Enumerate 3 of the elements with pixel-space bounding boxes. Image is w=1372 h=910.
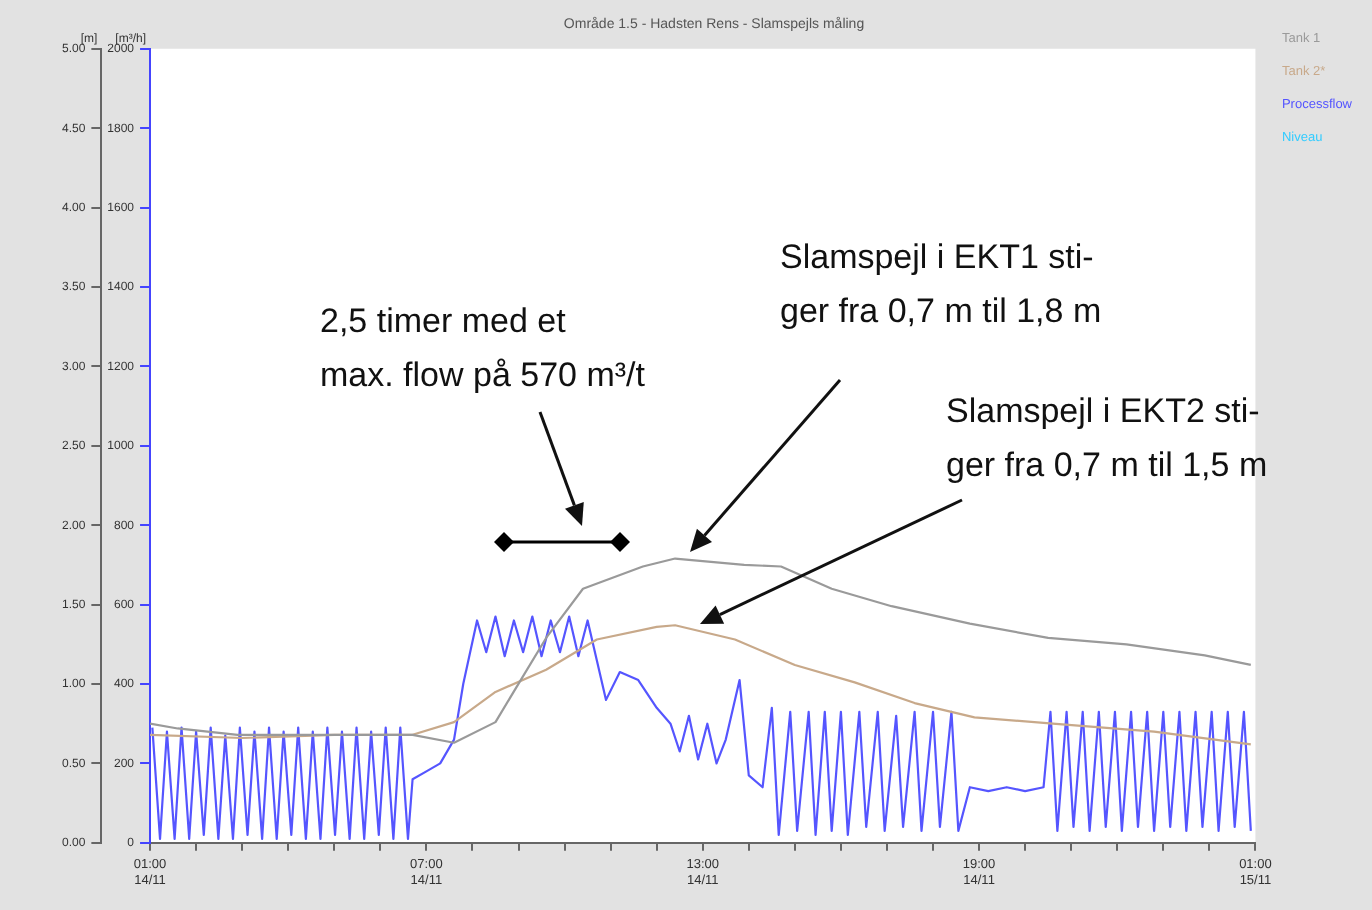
annotation: Slamspejl i EKT1 sti- ger fra 0,7 m til 1,8 m: [780, 236, 1102, 334]
annotation: Slamspejl i EKT2 sti- ger fra 0,7 m til 1,5 m: [946, 390, 1268, 488]
annotation: 2,5 timer med et max. flow på 570 m³/t: [320, 300, 646, 398]
